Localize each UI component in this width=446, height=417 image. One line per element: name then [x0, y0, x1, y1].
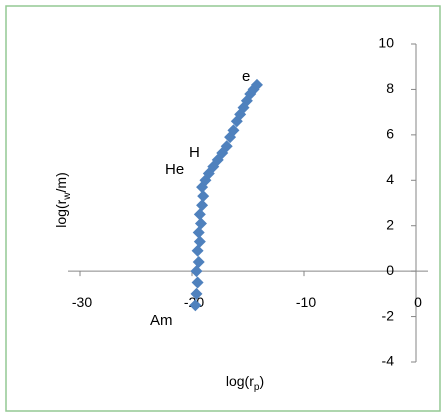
annotation: e [242, 68, 250, 85]
point [193, 235, 206, 248]
point [191, 276, 204, 289]
point [194, 217, 207, 230]
point [192, 256, 205, 269]
y-tick-label: 8 [386, 80, 394, 96]
y-tick-label: 6 [386, 126, 394, 142]
x-tick-label: -30 [72, 294, 92, 310]
y-tick-label: 10 [378, 35, 394, 51]
y-label-part: /m) [53, 172, 69, 192]
y-axis-label: log(rw/m) [53, 172, 73, 227]
y-tick-label: 4 [386, 171, 394, 187]
point [250, 78, 263, 91]
y-tick-label: -2 [382, 307, 395, 323]
x-axis-label: log(rp) [226, 373, 264, 393]
point [192, 226, 205, 239]
x-label-part: ) [259, 373, 264, 389]
y-label-sub: w [62, 192, 73, 201]
y-tick-label: 0 [386, 262, 394, 278]
point [191, 244, 204, 257]
x-tick-label: 0 [414, 294, 422, 310]
point [227, 124, 240, 137]
point [197, 190, 210, 203]
point [196, 199, 209, 212]
annotation: H [189, 144, 200, 161]
annotation: He [165, 161, 184, 178]
x-tick-label: -10 [296, 294, 316, 310]
point [190, 265, 203, 278]
point [220, 140, 233, 153]
y-label-part: log(r [53, 199, 69, 227]
point [190, 287, 203, 300]
y-tick-label: 2 [386, 216, 394, 232]
point [189, 299, 202, 312]
chart-frame [5, 5, 441, 412]
y-tick-label: -4 [382, 353, 395, 369]
annotation: Am [150, 312, 173, 329]
point [193, 208, 206, 221]
x-label-sub: p [254, 382, 260, 393]
x-label-part: log(r [226, 373, 254, 389]
